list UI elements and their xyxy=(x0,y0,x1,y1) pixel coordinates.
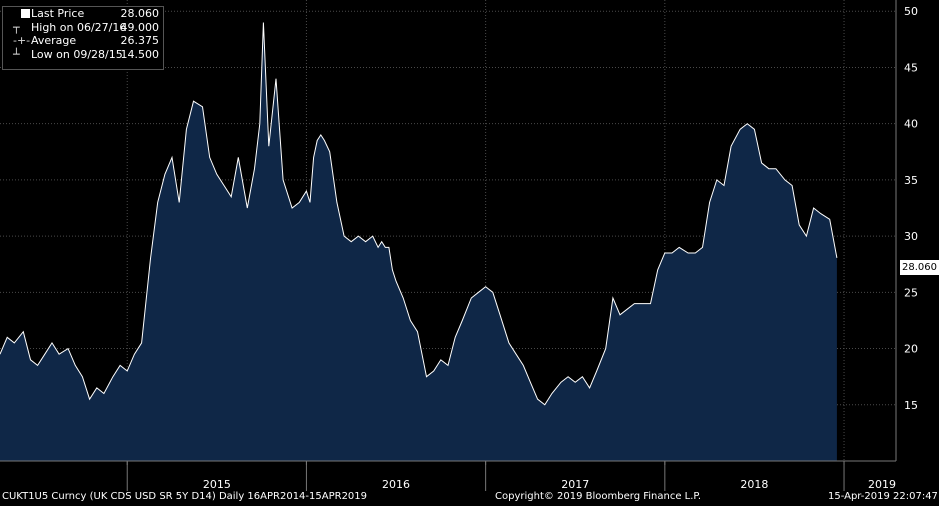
x-tick-label: 2015 xyxy=(203,478,231,491)
footer-copyright: Copyright© 2019 Bloomberg Finance L.P. xyxy=(495,491,702,502)
y-tick-label: 35 xyxy=(904,174,918,187)
price-line xyxy=(0,22,838,406)
legend-high-value: 49.000 xyxy=(120,20,160,34)
x-tick-labels: 2015 2016 2017 2018 2019 xyxy=(126,461,896,491)
y-tick-label: 20 xyxy=(904,343,918,356)
y-tick-label: 25 xyxy=(904,286,918,299)
legend: Last Price 28.060 ┬ High on 06/27/16 49.… xyxy=(2,6,164,70)
low-marker-icon: ┴ xyxy=(13,47,20,61)
x-tick-label: 2019 xyxy=(868,478,896,491)
legend-low-label: Low on 09/28/15 xyxy=(31,47,123,61)
y-tick-label: 50 xyxy=(904,5,918,18)
legend-low: ┴ Low on 09/28/15 14.500 xyxy=(3,48,163,62)
legend-last-price-label: Last Price xyxy=(31,7,85,20)
legend-last-price-value: 28.060 xyxy=(120,7,160,20)
y-tick-label: 30 xyxy=(904,230,918,243)
legend-high: ┬ High on 06/27/16 49.000 xyxy=(3,21,163,35)
price-area xyxy=(0,22,837,461)
legend-last-price: Last Price 28.060 xyxy=(3,7,163,21)
average-marker-icon: -+- xyxy=(13,34,31,47)
footer-timestamp: 15-Apr-2019 22:07:47 xyxy=(828,491,938,502)
legend-low-value: 14.500 xyxy=(120,47,160,61)
last-price-swatch xyxy=(21,9,30,18)
y-tick-label: 45 xyxy=(904,61,918,74)
footer-ticker: CUKT1U5 Curncy (UK CDS USD SR 5Y D14) Da… xyxy=(2,491,368,502)
legend-average-label: Average xyxy=(31,34,77,47)
y-tick-label: 40 xyxy=(904,118,918,131)
legend-average: -+- Average 26.375 xyxy=(3,34,163,48)
x-tick-label: 2017 xyxy=(561,478,589,491)
x-tick-label: 2016 xyxy=(382,478,410,491)
last-value-tag: 28.060 xyxy=(900,260,939,275)
legend-average-value: 26.375 xyxy=(120,34,160,47)
x-tick-label: 2018 xyxy=(740,478,768,491)
high-marker-icon: ┬ xyxy=(13,20,20,34)
y-tick-labels: 15 20 25 30 35 40 45 50 xyxy=(904,5,918,412)
legend-high-label: High on 06/27/16 xyxy=(31,20,127,34)
y-tick-label: 15 xyxy=(904,399,918,412)
